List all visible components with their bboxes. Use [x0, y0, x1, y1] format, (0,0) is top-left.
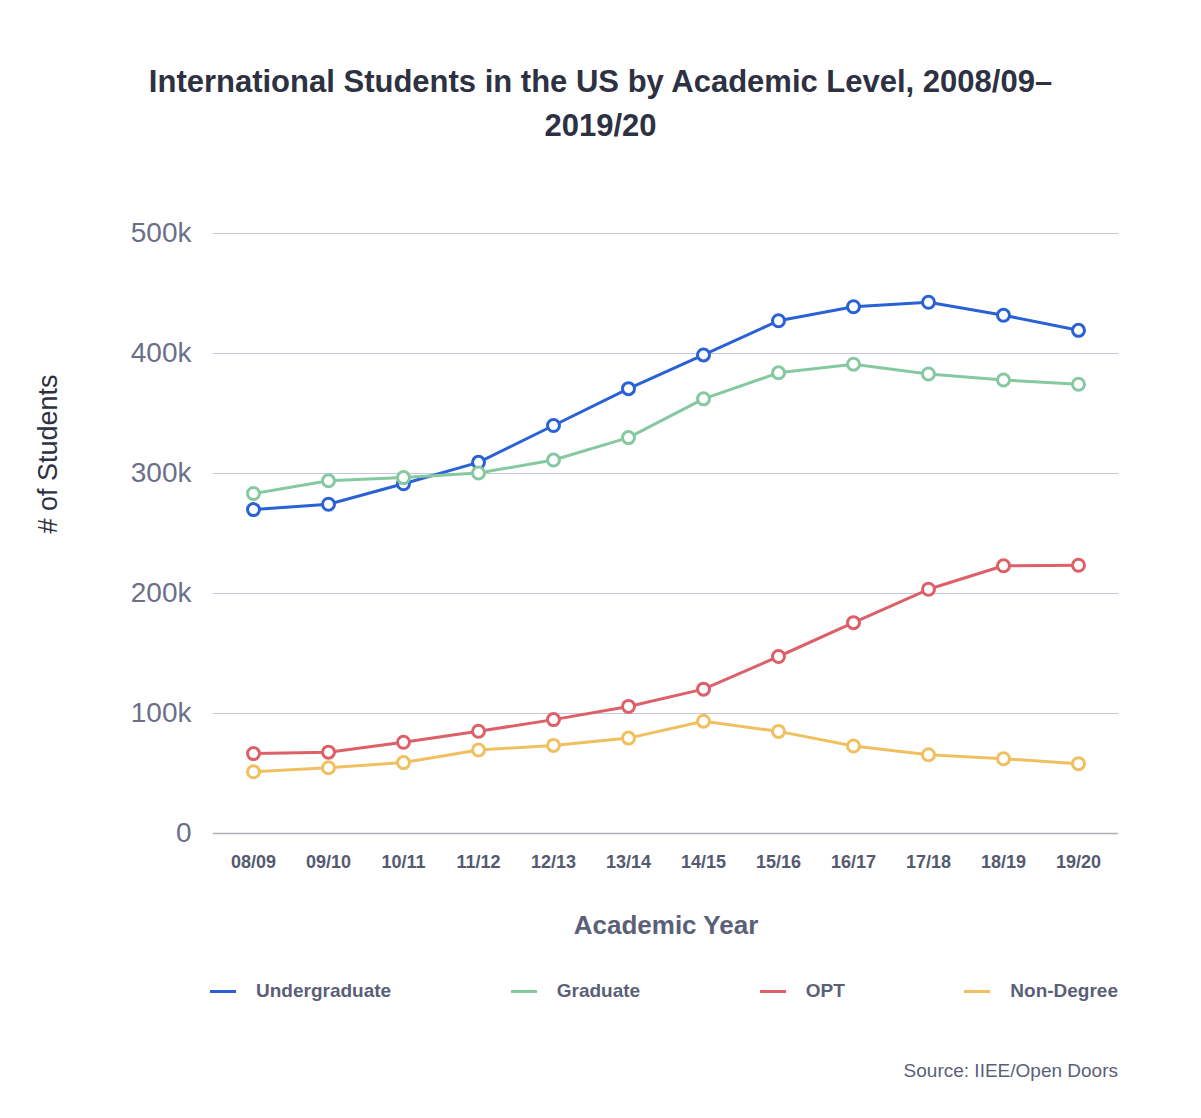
svg-text:19/20: 19/20	[1056, 852, 1101, 872]
svg-text:300k: 300k	[131, 457, 193, 488]
svg-text:16/17: 16/17	[831, 852, 876, 872]
svg-text:18/19: 18/19	[981, 852, 1026, 872]
html-text:Source: IIEE/Open Doors: Source: IIEE/Open Doors	[903, 1060, 1118, 1081]
svg-text:11/12: 11/12	[456, 852, 500, 872]
svg-text:400k: 400k	[131, 337, 193, 368]
svg-text:08/09: 08/09	[231, 852, 276, 872]
svg-text:0: 0	[176, 817, 192, 848]
svg-text:13/14: 13/14	[606, 852, 651, 872]
svg-text:15/16: 15/16	[756, 852, 801, 872]
svg-text:Academic Year: Academic Year	[574, 910, 759, 940]
html-text:OPT: OPT	[805, 980, 845, 1001]
html-text:Undergraduate: Undergraduate	[256, 980, 392, 1001]
svg-text:10/11: 10/11	[381, 852, 425, 872]
svg-text:500k: 500k	[131, 217, 193, 248]
svg-text:# of Students: # of Students	[33, 374, 63, 533]
svg-text:12/13: 12/13	[531, 852, 576, 872]
html-text:International Students in the: International Students in the US by Acad…	[148, 64, 1053, 143]
svg-text:200k: 200k	[131, 577, 193, 608]
svg-text:17/18: 17/18	[906, 852, 951, 872]
html-text:Non-Degree: Non-Degree	[1010, 980, 1118, 1001]
html-text:Graduate: Graduate	[556, 980, 641, 1001]
svg-text:09/10: 09/10	[306, 852, 351, 872]
svg-text:100k: 100k	[131, 697, 193, 728]
svg-text:14/15: 14/15	[681, 852, 726, 872]
